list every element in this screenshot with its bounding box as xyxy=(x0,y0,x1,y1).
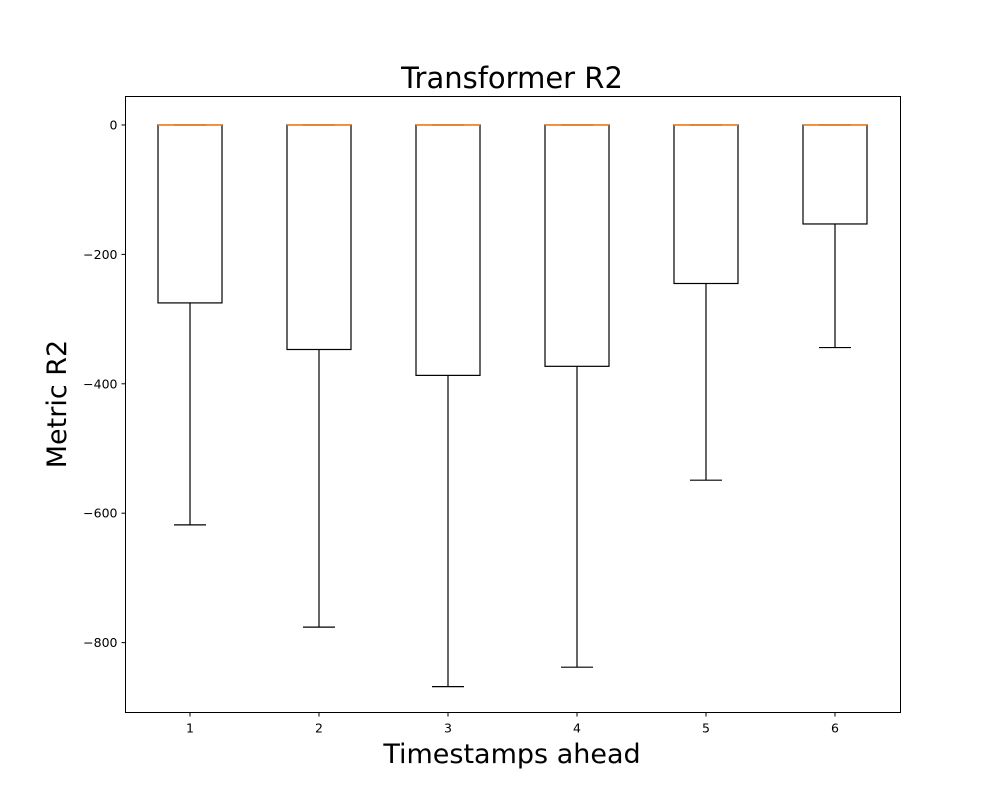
x-tick-label: 2 xyxy=(315,721,323,736)
x-tick-label: 5 xyxy=(702,721,710,736)
box-plot-1 xyxy=(157,124,223,526)
box-plot-4 xyxy=(544,124,610,668)
box-plot-6 xyxy=(802,124,868,349)
box-body xyxy=(673,124,739,285)
box-body xyxy=(415,124,481,376)
x-tick-label: 1 xyxy=(186,721,194,736)
y-axis-title: Metric R2 xyxy=(42,340,73,468)
box-body xyxy=(157,124,223,304)
plot-area-frame xyxy=(125,96,901,713)
box-plot-3 xyxy=(415,124,481,688)
box-plot-2 xyxy=(286,124,352,628)
box-plot-5 xyxy=(673,124,739,481)
x-tick-label: 3 xyxy=(444,721,452,736)
box-plots xyxy=(157,124,868,688)
y-tick-label: 0 xyxy=(110,117,118,132)
box-body xyxy=(286,124,352,351)
box-body xyxy=(544,124,610,367)
y-axis: 0 −200 −400 −600 −800 xyxy=(83,117,126,650)
box-body xyxy=(802,124,868,225)
x-tick-label: 4 xyxy=(573,721,581,736)
x-tick-label: 6 xyxy=(831,721,839,736)
x-axis: 1 2 3 4 5 6 xyxy=(186,712,839,736)
y-tick-label: −200 xyxy=(83,247,117,262)
x-axis-title: Timestamps ahead xyxy=(382,739,640,770)
y-tick-label: −400 xyxy=(83,376,117,391)
y-tick-label: −800 xyxy=(83,635,117,650)
y-tick-label: −600 xyxy=(83,506,117,521)
chart-title: Transformer R2 xyxy=(400,61,623,95)
